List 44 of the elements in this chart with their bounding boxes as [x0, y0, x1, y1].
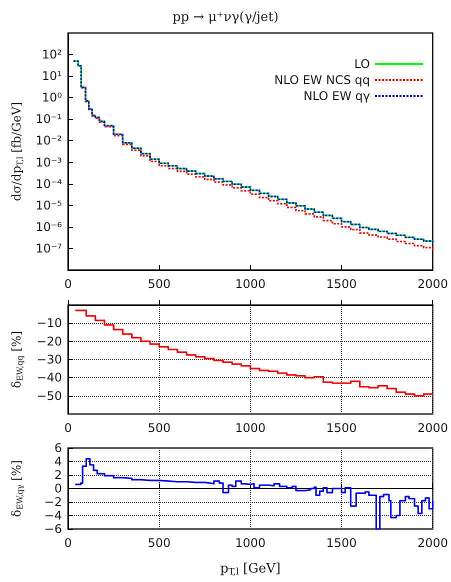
y-tick-label: −4: [44, 508, 62, 522]
y-tick-label: 10¹: [42, 69, 62, 84]
legend-label: NLO EW qγ: [304, 89, 370, 103]
y-tick-label: 10²: [42, 48, 62, 62]
y-axis-title: δEW,qγ [%]: [10, 460, 24, 517]
x-tick-label: 500: [148, 421, 171, 435]
y-tick-label: 10⁻⁵: [36, 198, 62, 212]
y-tick-label: 0: [54, 482, 62, 496]
y-axis-title: dσ/dpT,l [fb/GeV]: [10, 102, 24, 202]
x-tick-label: 1000: [235, 536, 266, 550]
x-tick-label: 0: [64, 277, 72, 291]
y-tick-label: 10⁻⁷: [36, 241, 62, 256]
x-tick-label: 2000: [417, 277, 448, 291]
y-tick-label: 10⁻⁴: [36, 176, 62, 191]
chart-title: pp → μ⁺νγ(γ/jet): [172, 10, 279, 25]
y-tick-label: −10: [36, 316, 62, 330]
x-tick-label: 500: [148, 277, 171, 291]
x-tick-label: 2000: [417, 536, 448, 550]
y-tick-label: −2: [44, 495, 62, 509]
y-tick-label: 10⁻³: [36, 155, 62, 170]
x-tick-label: 500: [148, 536, 171, 550]
x-tick-label: 1500: [326, 277, 357, 291]
y-tick-label: 4: [54, 454, 62, 468]
x-tick-label: 0: [64, 536, 72, 550]
y-axis-title: δEW,qq [%]: [10, 330, 24, 388]
legend-label: LO: [354, 57, 370, 71]
x-tick-label: 1500: [326, 421, 357, 435]
y-tick-label: −20: [36, 334, 62, 348]
y-tick-label: 10⁻⁶: [36, 220, 62, 234]
y-tick-label: −6: [44, 522, 62, 536]
y-tick-label: 6: [54, 441, 62, 455]
x-tick-label: 1000: [235, 421, 266, 435]
y-tick-label: 10⁻¹: [36, 112, 62, 126]
y-tick-label: 10⁻²: [36, 134, 62, 148]
y-tick-label: −30: [36, 352, 62, 366]
x-tick-label: 0: [64, 421, 72, 435]
y-tick-label: −40: [36, 370, 62, 385]
x-tick-label: 1000: [235, 277, 266, 291]
x-tick-label: 2000: [417, 421, 448, 435]
y-tick-label: 2: [54, 468, 62, 482]
y-tick-label: −50: [36, 388, 62, 403]
x-tick-label: 1500: [326, 536, 357, 550]
legend-label: NLO EW NCS qq: [274, 73, 370, 87]
y-tick-label: 10⁰: [42, 90, 62, 105]
